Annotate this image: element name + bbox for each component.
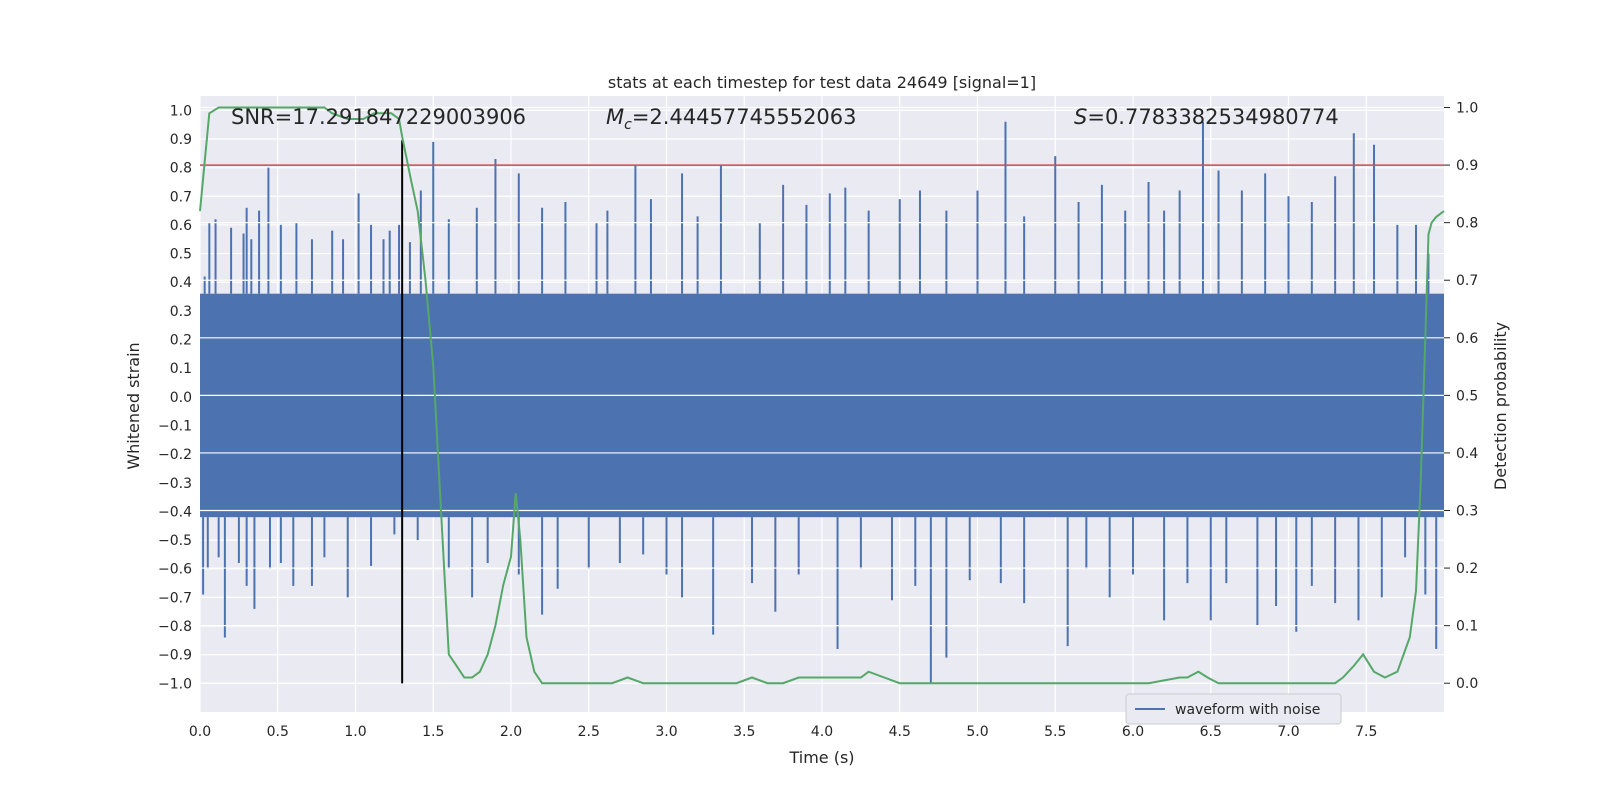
y-right-tick-label: 0.5 bbox=[1456, 388, 1478, 404]
chirp-mass-annotation: Mc=2.44457745552063 bbox=[606, 105, 857, 133]
y-left-tick-label: 0.0 bbox=[170, 390, 192, 406]
x-tick-label: 2.0 bbox=[500, 724, 522, 740]
score-annotation: S=0.7783382534980774 bbox=[1074, 105, 1339, 129]
x-tick-label: 1.0 bbox=[344, 724, 366, 740]
probability-series bbox=[199, 106, 1445, 685]
waveform-noise-band bbox=[200, 293, 1444, 518]
x-tick-label: 6.5 bbox=[1200, 724, 1222, 740]
x-tick-label: 5.0 bbox=[966, 724, 988, 740]
y-left-tick-label: −0.8 bbox=[158, 619, 192, 635]
x-tick-label: 7.0 bbox=[1277, 724, 1299, 740]
y-left-tick-label: −0.3 bbox=[158, 476, 192, 492]
y-right-tick-label: 0.6 bbox=[1456, 331, 1478, 347]
score-symbol: S bbox=[1074, 105, 1087, 129]
y-left-tick-label: −0.7 bbox=[158, 590, 192, 606]
y-right-axis-label: Detection probability bbox=[1491, 322, 1510, 490]
x-tick-label: 5.5 bbox=[1044, 724, 1066, 740]
y-right-tick-label: 0.7 bbox=[1456, 273, 1478, 289]
y-left-tick-label: 0.2 bbox=[170, 333, 192, 349]
y-right-tick-label: 0.8 bbox=[1456, 216, 1478, 232]
x-tick-label: 0.0 bbox=[189, 724, 211, 740]
chirp-mass-symbol: M bbox=[606, 105, 624, 129]
y-left-tick-label: 0.1 bbox=[170, 361, 192, 377]
x-tick-label: 6.0 bbox=[1122, 724, 1144, 740]
y-left-tick-label: 0.3 bbox=[170, 304, 192, 320]
x-axis-label: Time (s) bbox=[788, 748, 854, 767]
y-right-tick-label: 0.3 bbox=[1456, 504, 1478, 520]
waveform-series bbox=[202, 121, 1438, 684]
y-right-tick-label: 1.0 bbox=[1456, 101, 1478, 117]
x-tick-label: 4.5 bbox=[889, 724, 911, 740]
y-left-axis-label: Whitened strain bbox=[124, 342, 143, 469]
x-tick-label: 7.5 bbox=[1355, 724, 1377, 740]
x-tick-label: 0.5 bbox=[267, 724, 289, 740]
y-left-tick-label: −0.5 bbox=[158, 533, 192, 549]
x-tick-label: 4.0 bbox=[811, 724, 833, 740]
y-right-tick-labels: 1.0 0.9 0.8 0.7 0.6 0.5 0.4 0.3 0.2 0.1 0.0 bbox=[1444, 101, 1478, 692]
snr-annotation: SNR=17.291847229003906 bbox=[231, 105, 526, 129]
y-left-tick-label: 0.5 bbox=[170, 247, 192, 263]
y-left-tick-label: 0.8 bbox=[170, 161, 192, 177]
y-right-tick-label: 0.2 bbox=[1456, 561, 1478, 577]
y-left-tick-label: 0.9 bbox=[170, 132, 192, 148]
y-left-tick-labels: 1.0 0.9 0.8 0.7 0.6 0.5 0.4 0.3 0.2 0.1 0.0 −0.1 −0.… bbox=[158, 103, 192, 692]
y-left-tick-label: −0.4 bbox=[158, 504, 192, 520]
y-right-tick-label: 0.4 bbox=[1456, 446, 1478, 462]
x-tick-label: 1.5 bbox=[422, 724, 444, 740]
legend-box bbox=[1125, 693, 1342, 725]
x-tick-label: 3.5 bbox=[733, 724, 755, 740]
chart-title: stats at each timestep for test data 246… bbox=[608, 73, 1036, 92]
score-value: =0.7783382534980774 bbox=[1087, 105, 1338, 129]
y-left-tick-label: −0.2 bbox=[158, 447, 192, 463]
y-left-tick-label: −0.6 bbox=[158, 562, 192, 578]
y-left-tick-label: 0.6 bbox=[170, 218, 192, 234]
y-left-tick-label: −0.9 bbox=[158, 648, 192, 664]
y-left-tick-label: 1.0 bbox=[170, 103, 192, 119]
chirp-mass-value: =2.44457745552063 bbox=[632, 105, 857, 129]
y-right-tick-label: 0.9 bbox=[1456, 158, 1478, 174]
y-right-tick-label: 0.0 bbox=[1456, 676, 1478, 692]
y-left-tick-label: 0.7 bbox=[170, 189, 192, 205]
x-tick-label: 2.5 bbox=[578, 724, 600, 740]
legend-label: waveform with noise bbox=[1175, 702, 1320, 718]
chirp-mass-subscript: c bbox=[624, 117, 632, 133]
y-left-tick-label: −0.1 bbox=[158, 418, 192, 434]
y-right-tick-label: 0.1 bbox=[1456, 619, 1478, 635]
legend: waveform with noise bbox=[1125, 693, 1342, 725]
y-left-tick-label: −1.0 bbox=[158, 676, 192, 692]
y-left-tick-label: 0.4 bbox=[170, 275, 192, 291]
x-tick-label: 3.0 bbox=[655, 724, 677, 740]
x-tick-labels: 0.0 0.5 1.0 1.5 2.0 2.5 3.0 3.5 4.0 4.5 5.0 5.5 6.0 6… bbox=[189, 724, 1378, 740]
